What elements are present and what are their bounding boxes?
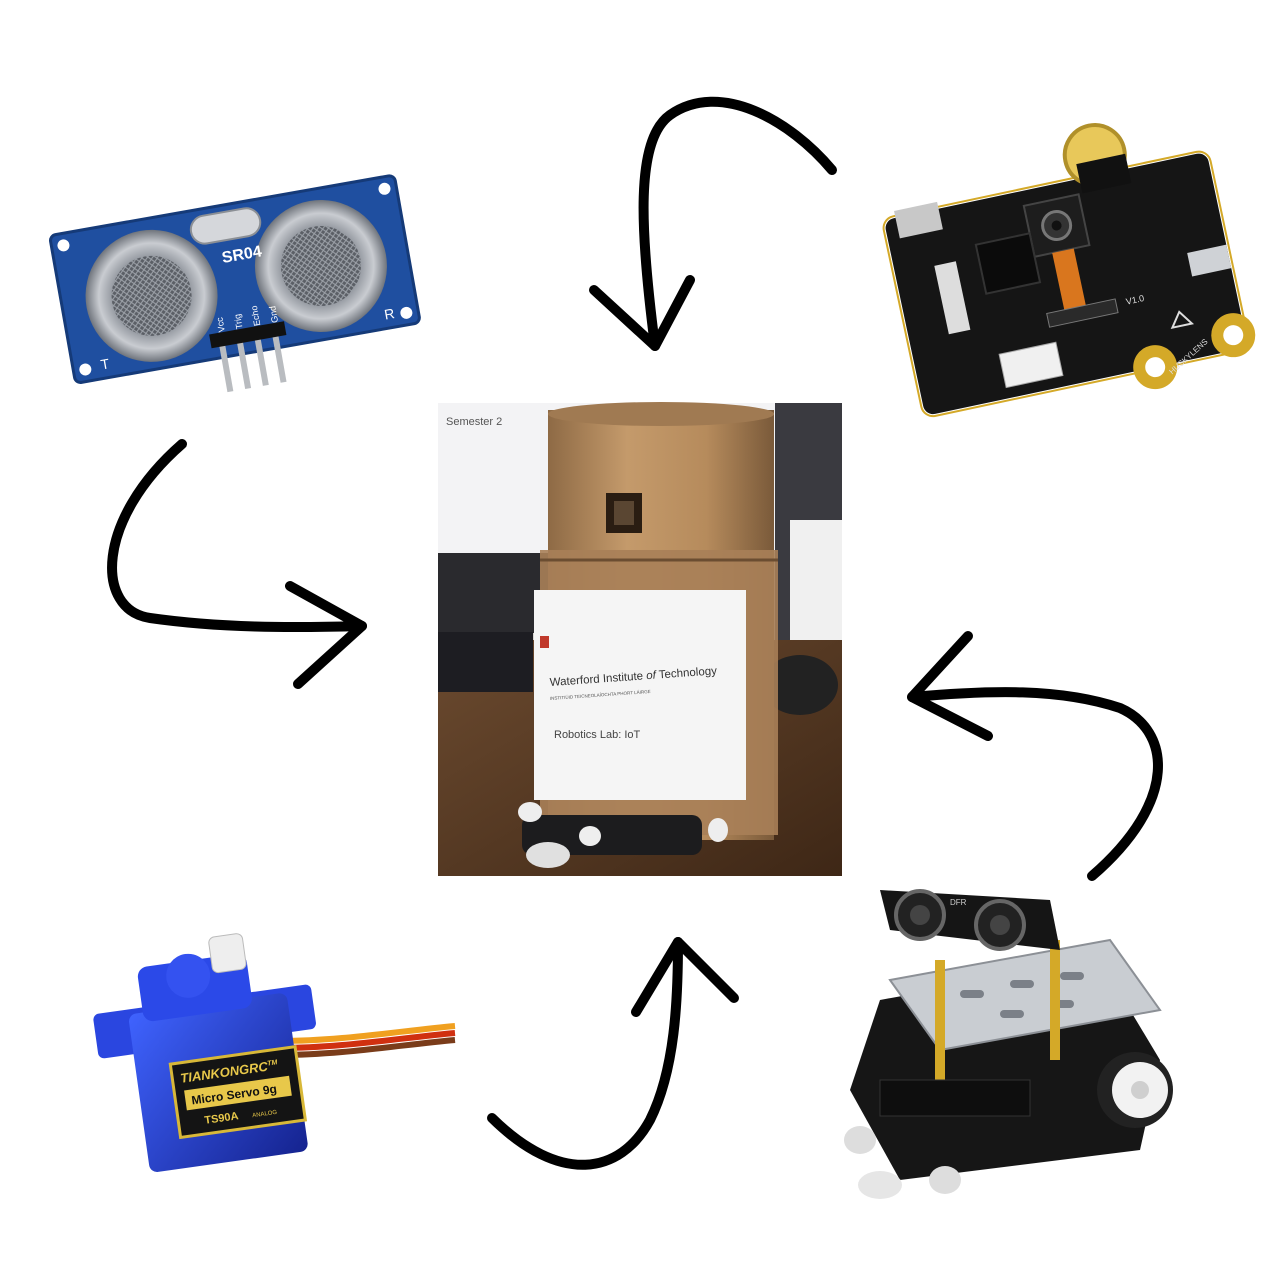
pin-label-trig: Trig: [232, 313, 244, 330]
crystal-oscillator: [189, 207, 262, 245]
robot-base-board: [522, 815, 702, 855]
micro-servo: TIANKONGRCTM Micro Servo 9g TS90A ANALOG: [93, 933, 456, 1172]
arrow-from-huskylens: [589, 96, 837, 351]
arrow-from-ultrasonic: [107, 439, 367, 689]
usb-port: [1187, 244, 1232, 277]
metal-chassis-plate: [888, 938, 1162, 1052]
connector-port: [998, 341, 1064, 389]
robot-brand: DFR: [950, 898, 967, 907]
robot-car: DFR: [844, 889, 1173, 1199]
arrow-from-robot-car: [907, 631, 1163, 881]
processor-chip: [974, 232, 1042, 295]
servo-model: TS90A: [204, 1110, 240, 1127]
ultrasonic-sensor: SR04 T R Vcc Trig Echo Gnd: [49, 174, 421, 393]
mouse: [762, 655, 838, 715]
huskylens-vision-sensor: V1.0 HUSKYLENS: [882, 123, 1256, 418]
audio-jack: [894, 201, 943, 239]
sensor-model-label: SR04: [221, 243, 263, 267]
sensor-mark-r: R: [383, 305, 396, 323]
sensor-pin-labels: Vcc Trig Echo Gnd: [214, 305, 280, 333]
sensor-mark-t: T: [99, 355, 111, 372]
sensor-header-pins: [209, 321, 287, 393]
center-robot-photo: Semester 2 Waterford Institute of Techno…: [438, 402, 842, 876]
huskylens-version: V1.0: [1125, 293, 1145, 307]
pin-label-gnd: Gnd: [267, 305, 280, 323]
paper-label: [534, 590, 746, 800]
pin-label-vcc: Vcc: [214, 316, 227, 333]
servo-horn: [208, 933, 247, 974]
screen-semester-text: Semester 2: [446, 416, 502, 428]
servo-type: ANALOG: [252, 1110, 278, 1119]
arrow-from-servo: [487, 937, 739, 1170]
arrows: [107, 96, 1163, 1170]
label-robotics-lab: Robotics Lab: IoT: [554, 729, 640, 741]
pin-label-echo: Echo: [249, 305, 262, 327]
